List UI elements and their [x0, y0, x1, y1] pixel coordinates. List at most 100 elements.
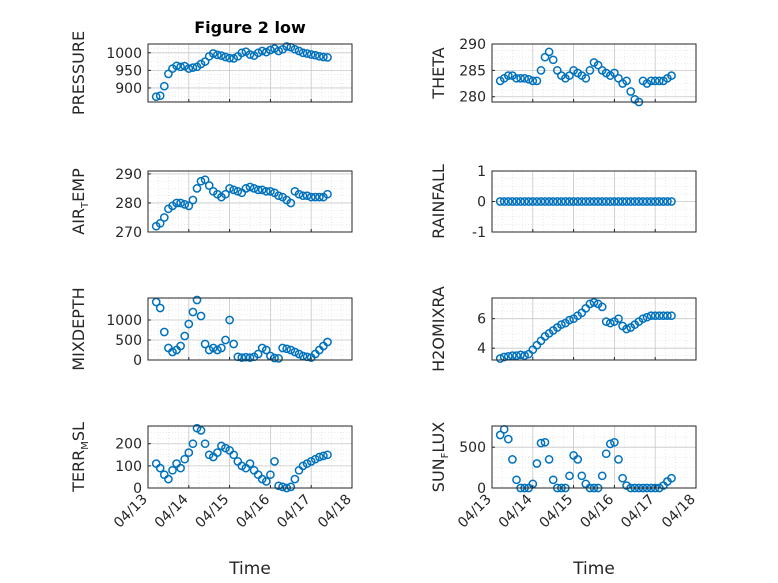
data-point	[159, 213, 169, 222]
data-point	[302, 49, 312, 58]
data-series	[151, 423, 332, 493]
data-point	[650, 311, 660, 321]
axes-box	[491, 297, 697, 361]
data-point	[200, 339, 210, 349]
x-tick-label: 04/14	[496, 491, 536, 531]
data-point	[176, 62, 185, 72]
data-point	[528, 76, 538, 86]
data-point	[503, 197, 513, 206]
data-point	[196, 311, 206, 321]
data-point	[176, 341, 185, 351]
y-axis-label: MIXDEPTH	[69, 287, 88, 370]
data-point	[323, 337, 332, 347]
data-point	[622, 76, 631, 86]
y-axis-label: THETA	[429, 47, 448, 99]
data-point	[274, 354, 283, 363]
data-point	[520, 197, 529, 206]
data-point	[217, 343, 226, 353]
data-point	[159, 327, 169, 337]
data-point	[638, 197, 648, 206]
y-tick-label: 1	[477, 164, 486, 180]
data-point	[184, 201, 194, 211]
data-point	[298, 48, 308, 58]
data-point	[261, 345, 271, 355]
data-point	[605, 318, 615, 328]
data-point	[188, 195, 198, 205]
data-point	[667, 71, 676, 80]
data-point	[536, 66, 546, 75]
data-point	[253, 185, 263, 195]
x-tick-label: 04/13	[455, 492, 495, 532]
data-point	[208, 49, 218, 58]
x-tick-label: 04/16	[233, 491, 273, 531]
data-point	[573, 197, 583, 206]
data-point	[200, 57, 210, 66]
y-axis-label: TERRMSL	[69, 422, 91, 493]
data-point	[270, 457, 279, 466]
data-point	[634, 197, 644, 206]
subplot-sun-flux: 0 500 04/13 04/14 04/15 04/16 04/17 04/18 SUNFLU…	[429, 422, 699, 532]
data-point	[663, 197, 672, 206]
data-point	[597, 302, 607, 312]
data-point	[290, 474, 300, 484]
data-point	[315, 51, 324, 61]
axes-box	[147, 425, 353, 489]
data-point	[593, 197, 603, 206]
data-point	[581, 197, 591, 206]
data-point	[544, 455, 554, 464]
data-point	[184, 448, 194, 457]
data-point	[266, 186, 275, 196]
data-point	[536, 197, 546, 206]
data-point	[192, 184, 202, 193]
data-point	[610, 197, 619, 206]
data-point	[540, 52, 550, 62]
data-point	[618, 473, 627, 483]
x-tick-label: 04/16	[577, 491, 617, 531]
y-tick-label: 4	[477, 341, 486, 357]
y-axis-label: AIRTEMP	[69, 168, 91, 235]
data-point	[573, 455, 583, 464]
data-point	[245, 50, 255, 59]
data-point	[605, 439, 615, 449]
y-tick-label: -1	[472, 225, 486, 241]
data-point	[642, 197, 652, 206]
data-point	[654, 311, 664, 321]
data-point	[565, 315, 574, 325]
data-point	[290, 347, 300, 357]
subplot-h2omixra: 4 6 H2OMIXRA	[429, 286, 697, 372]
y-tick-label: 1000	[106, 313, 142, 329]
y-tick-label: 280	[115, 196, 142, 212]
data-point	[495, 354, 505, 363]
data-point	[213, 50, 222, 60]
data-point	[528, 197, 538, 206]
x-axis-label-left: Time	[228, 559, 271, 579]
axes-box	[491, 43, 697, 103]
data-point	[155, 463, 165, 473]
data-point	[172, 198, 181, 208]
figure-title: Figure 2 low	[194, 18, 306, 37]
data-point	[302, 191, 312, 201]
data-point	[282, 344, 292, 354]
data-point	[663, 311, 672, 321]
data-point	[626, 87, 636, 96]
data-point	[261, 47, 271, 57]
data-point	[221, 335, 230, 345]
data-point	[646, 311, 656, 321]
subplot-air-temp: 270 280 290 AIRTEMP	[69, 167, 353, 241]
data-point	[184, 319, 194, 329]
data-point	[225, 53, 234, 63]
data-point	[237, 353, 247, 362]
data-point	[646, 76, 656, 86]
data-point	[614, 314, 623, 324]
data-point	[315, 452, 324, 462]
x-tick-label: 04/15	[193, 492, 233, 532]
y-axis-label: H2OMIXRA	[429, 286, 448, 372]
data-point	[319, 451, 328, 461]
data-point	[176, 463, 185, 473]
data-point	[323, 450, 332, 460]
data-point	[323, 53, 332, 62]
data-point	[565, 471, 574, 481]
y-tick-label: 0	[477, 195, 486, 211]
